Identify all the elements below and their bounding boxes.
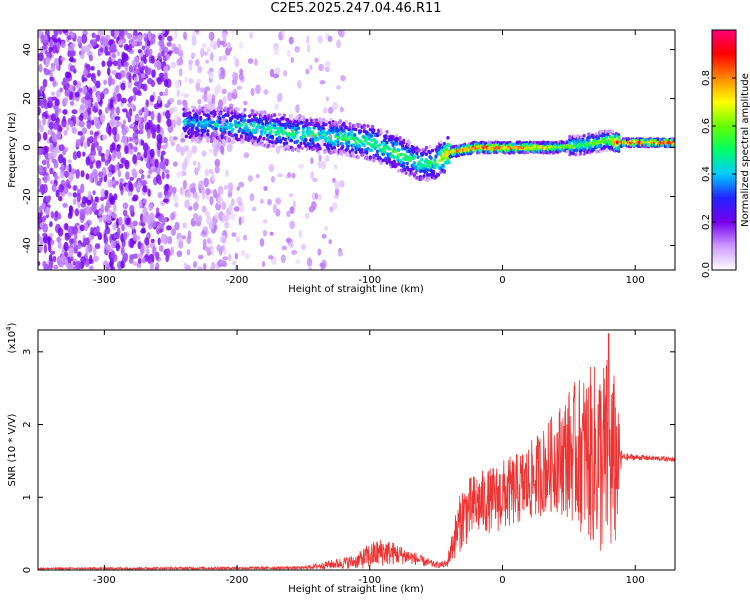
colorbar-tick-label: 0.0 xyxy=(701,262,712,278)
y-tick-label: 20 xyxy=(22,92,33,105)
y-tick-label: 2 xyxy=(22,421,33,427)
x-tick-label: -200 xyxy=(226,575,249,586)
y-tick-label: 40 xyxy=(22,43,33,56)
x-tick-label: 100 xyxy=(626,275,645,286)
colorbar-gradient xyxy=(712,30,736,270)
spectrogram-frame xyxy=(37,29,676,271)
y-tick-label: -20 xyxy=(22,188,33,204)
x-tick-label: -300 xyxy=(93,275,116,286)
snr-x-axis: -300 -200 -100 0 100 xyxy=(93,330,645,586)
y-tick-label: 3 xyxy=(22,349,33,355)
spectrogram-x-axis: -300 -200 -100 0 100 xyxy=(93,30,645,286)
colorbar-label: Normalized spectral amplitude xyxy=(740,73,750,227)
snr-y-axis: 0 1 2 3 xyxy=(22,349,675,573)
spectrogram-heatmap xyxy=(38,30,675,270)
colorbar-tick-label: 0.6 xyxy=(701,118,712,134)
x-tick-label: 100 xyxy=(626,575,645,586)
y-tick-label: 0 xyxy=(22,144,33,150)
chart-title: C2E5.2025.247.04.46.R11 xyxy=(270,1,442,16)
spectrogram-x-label: Height of straight line (km) xyxy=(288,284,424,295)
spectrogram-y-axis: -40 -20 0 20 40 xyxy=(22,43,675,254)
snr-panel: -300 -200 -100 0 100 0 1 2 3 Height of straight… xyxy=(5,322,676,595)
x-tick-label: -100 xyxy=(358,575,381,586)
x-tick-label: -200 xyxy=(226,275,249,286)
colorbar-tick-label: 0.8 xyxy=(701,70,712,86)
y-tick-label: -40 xyxy=(22,237,33,253)
snr-y-label: SNR (10 * V/V) xyxy=(7,413,18,486)
x-tick-label: 0 xyxy=(499,275,505,286)
snr-multiplier-label: (x104) xyxy=(5,322,18,353)
spectrogram-y-label: Frequency (Hz) xyxy=(7,112,18,188)
snr-frame xyxy=(37,329,676,571)
colorbar-tick-label: 0.2 xyxy=(701,214,712,230)
colorbar-tick-label: 0.4 xyxy=(701,166,712,182)
colorbar-frame xyxy=(711,29,737,271)
x-tick-label: -100 xyxy=(358,275,381,286)
colorbar: 0.0 0.2 0.4 0.6 0.8 Normalized spectral ampl… xyxy=(701,29,750,278)
colorbar-axis: 0.0 0.2 0.4 0.6 0.8 xyxy=(701,70,736,278)
x-tick-label: -300 xyxy=(93,575,116,586)
y-tick-label: 1 xyxy=(22,494,33,500)
snr-x-label: Height of straight line (km) xyxy=(288,584,424,595)
x-tick-label: 0 xyxy=(499,575,505,586)
y-tick-label: 0 xyxy=(22,567,33,573)
snr-series-line xyxy=(38,333,675,570)
